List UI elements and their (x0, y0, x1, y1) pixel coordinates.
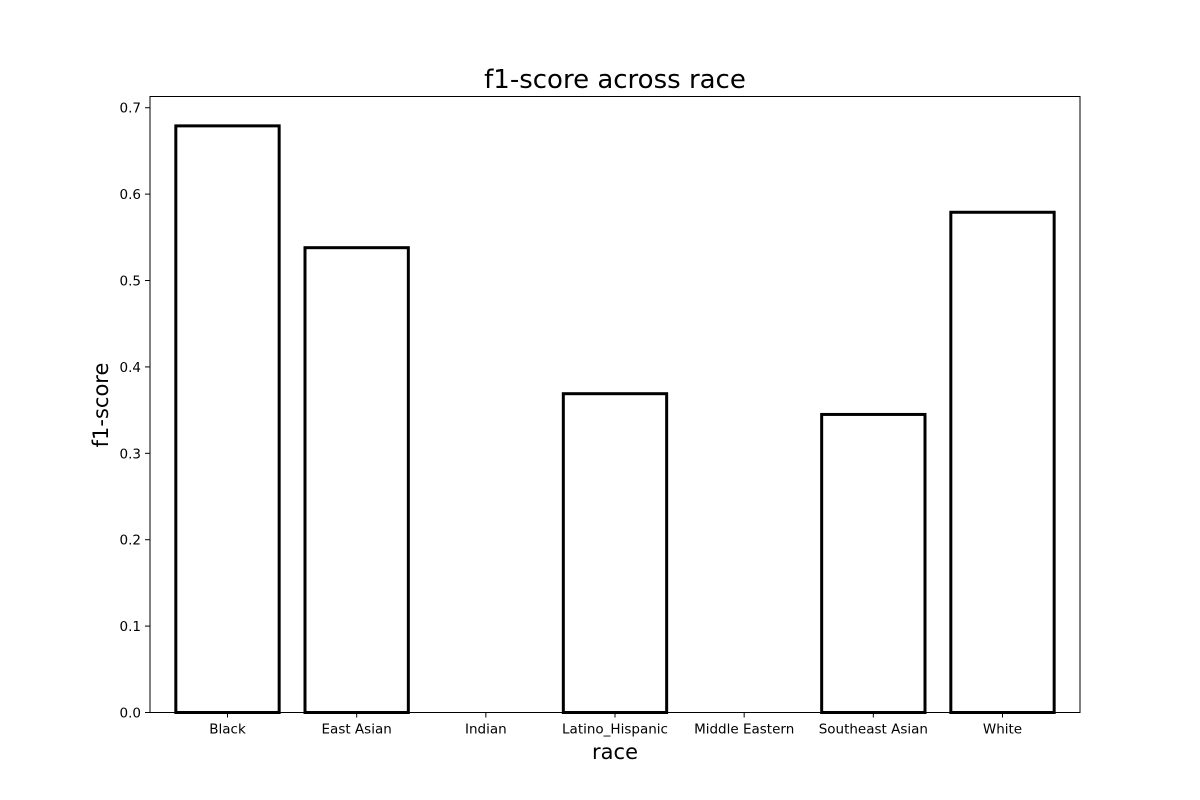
y-axis-label: f1-score (89, 363, 113, 448)
y-tick-label: 0.3 (120, 446, 141, 462)
bar-east-asian (303, 246, 410, 714)
x-tick-label: Latino_Hispanic (562, 722, 668, 738)
y-tick-label: 0.0 (120, 706, 141, 722)
x-tick-label: East Asian (322, 722, 392, 738)
x-tick-label: Southeast Asian (819, 722, 928, 738)
y-tick-label: 0.7 (120, 101, 141, 117)
x-tick-label: Indian (465, 722, 507, 738)
x-axis-label: race (592, 740, 638, 764)
bar-southeast-asian (820, 412, 927, 714)
y-tick-label: 0.1 (120, 619, 141, 635)
bar-black (174, 124, 281, 715)
y-tick-label: 0.6 (120, 187, 141, 203)
y-axis: 0.0 0.1 0.2 0.3 0.4 0.5 0.6 0.7 (120, 101, 150, 722)
y-tick-label: 0.4 (120, 360, 141, 376)
plot-frame (149, 96, 1081, 713)
x-axis: Black East Asian Indian Latino_Hispanic Midd… (209, 712, 1022, 738)
y-tick-label: 0.5 (120, 274, 141, 290)
bar-white (949, 210, 1056, 715)
x-tick-label: White (983, 722, 1022, 738)
y-tick-label: 0.2 (120, 533, 141, 549)
bar-latino-hispanic (561, 392, 669, 714)
x-tick-label: Middle Eastern (694, 722, 794, 738)
x-tick-label: Black (209, 722, 246, 738)
bars-layer (174, 124, 1056, 715)
chart-title: f1-score across race (484, 65, 746, 95)
